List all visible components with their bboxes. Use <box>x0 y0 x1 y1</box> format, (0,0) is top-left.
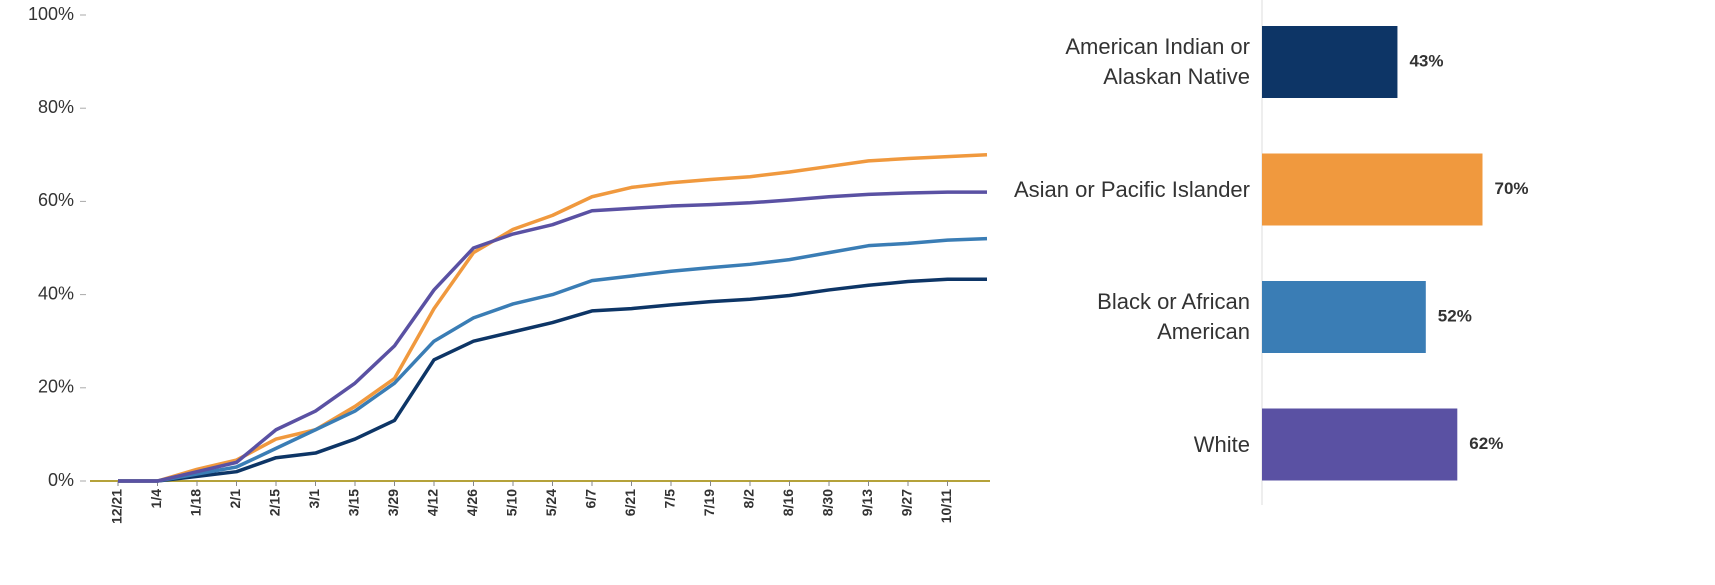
x-tick-label: 8/2 <box>741 489 757 509</box>
y-tick-label: 60% <box>38 190 74 210</box>
line-series <box>118 277 987 483</box>
category-label: White <box>1193 431 1250 457</box>
category-label: Asian or Pacific Islander <box>1014 176 1250 202</box>
y-tick-label: 0% <box>48 470 74 490</box>
line-series <box>118 190 987 483</box>
bar <box>1262 153 1483 226</box>
value-label: 52% <box>1438 306 1472 325</box>
value-label: 70% <box>1495 179 1529 198</box>
bar <box>1262 281 1426 353</box>
value-label: 43% <box>1409 51 1443 70</box>
bar <box>1262 26 1398 98</box>
value-label: 62% <box>1469 434 1503 453</box>
x-tick-label: 2/15 <box>267 489 283 516</box>
x-tick-label: 8/30 <box>820 489 836 516</box>
x-tick-label: 2/1 <box>227 489 243 509</box>
x-tick-label: 9/13 <box>859 489 875 516</box>
x-tick-label: 12/21 <box>109 489 125 524</box>
category-label: Black or African American <box>1097 289 1250 344</box>
x-tick-label: 9/27 <box>899 489 915 516</box>
x-tick-label: 3/1 <box>306 489 322 509</box>
x-tick-label: 3/29 <box>385 489 401 516</box>
x-tick-label: 7/19 <box>701 489 717 516</box>
x-tick-label: 6/21 <box>622 489 638 516</box>
x-tick-label: 1/4 <box>148 489 164 509</box>
bar <box>1262 408 1458 481</box>
x-tick-label: 1/18 <box>188 489 204 516</box>
x-tick-label: 5/10 <box>504 489 520 516</box>
y-tick-label: 40% <box>38 283 74 303</box>
x-tick-label: 5/24 <box>543 489 559 516</box>
x-tick-label: 4/26 <box>464 489 480 516</box>
line-series <box>118 153 988 483</box>
x-tick-label: 4/12 <box>425 489 441 516</box>
y-tick-label: 20% <box>38 377 74 397</box>
x-tick-label: 7/5 <box>662 489 678 509</box>
y-tick-label: 80% <box>38 97 74 117</box>
x-tick-label: 3/15 <box>346 489 362 516</box>
x-tick-label: 8/16 <box>780 489 796 516</box>
category-label: American Indian or Alaskan Native <box>1065 34 1250 89</box>
line-series <box>118 236 988 483</box>
x-tick-label: 6/7 <box>583 489 599 509</box>
x-tick-label: 10/11 <box>938 489 954 523</box>
y-tick-label: 100% <box>28 4 74 24</box>
